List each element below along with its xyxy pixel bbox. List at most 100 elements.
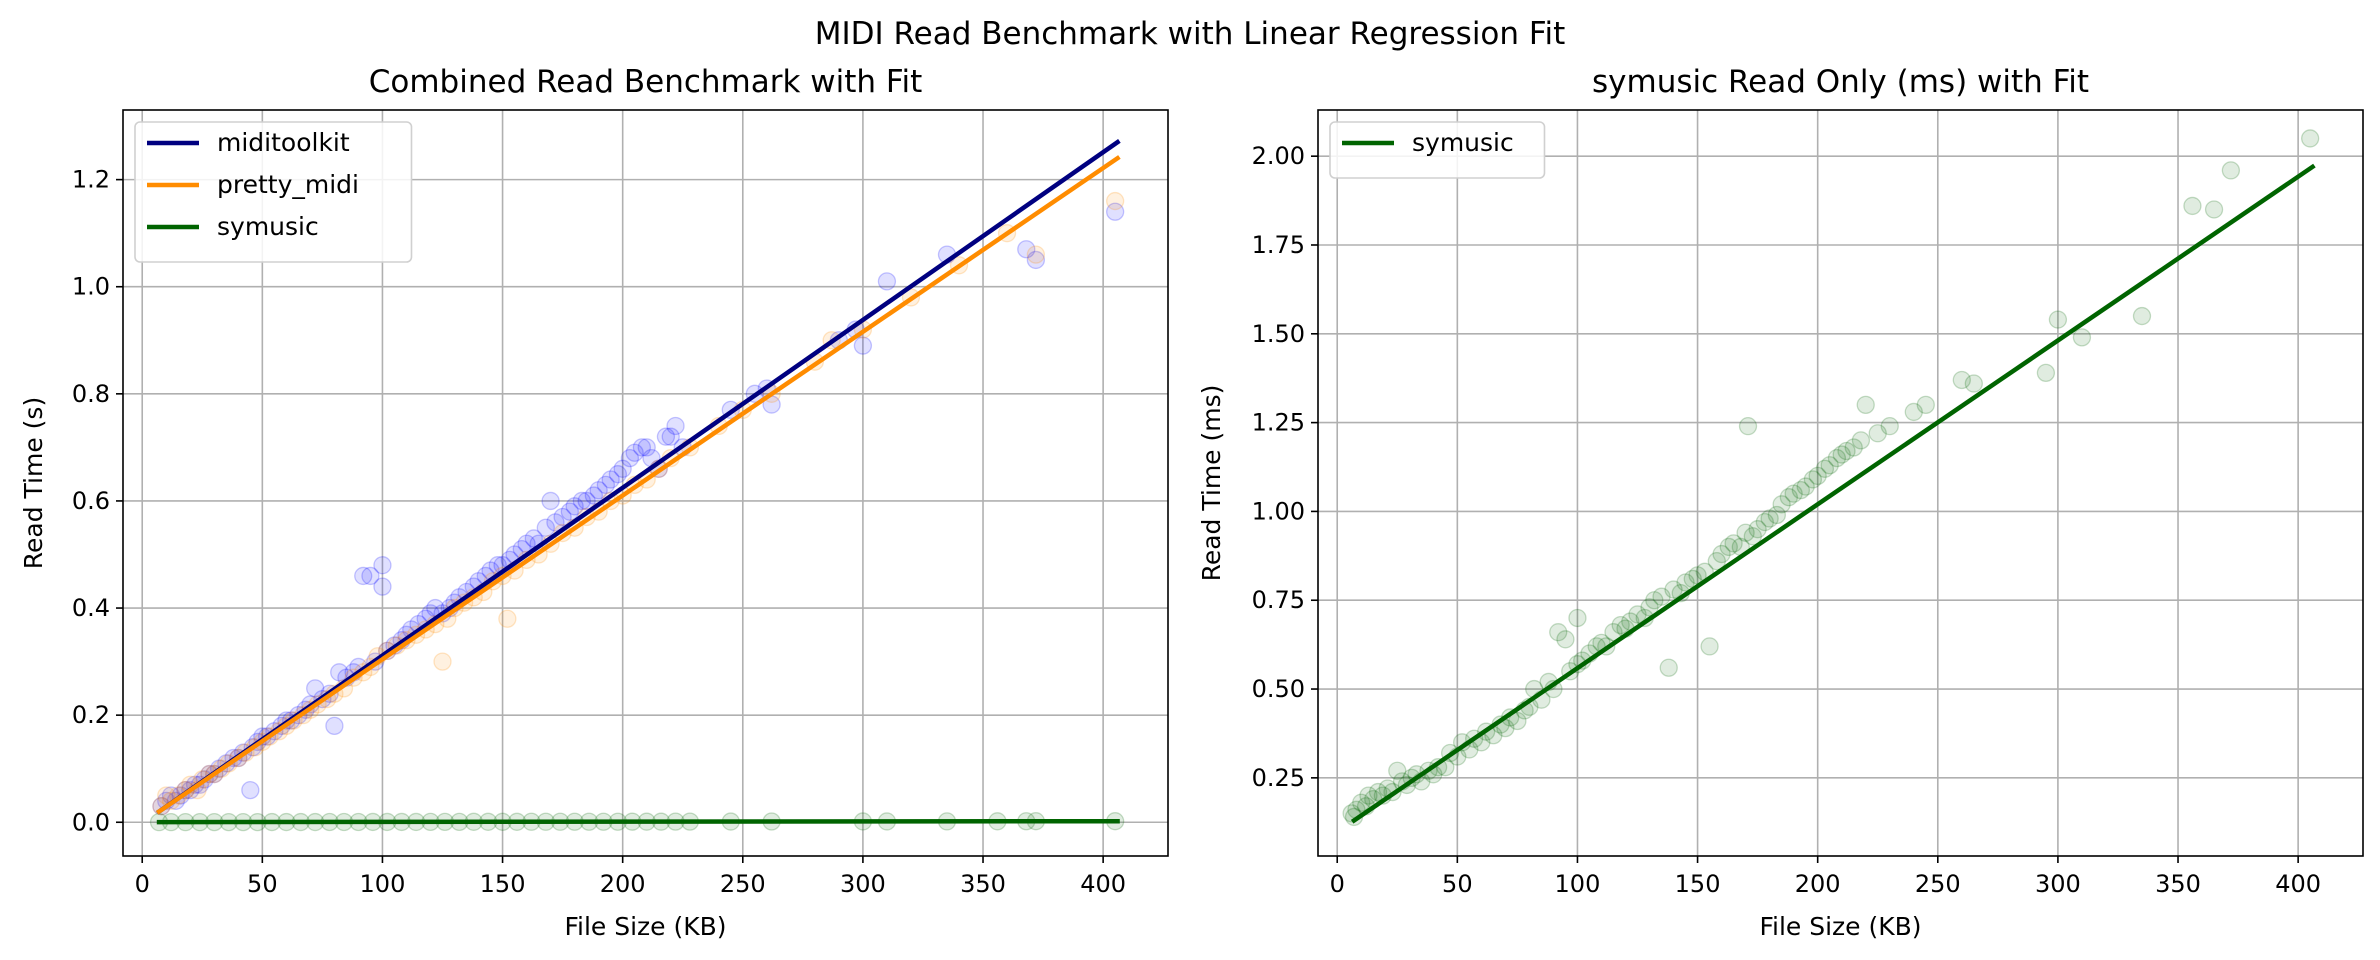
y-tick-label: 1.50: [1252, 320, 1305, 348]
y-tick-label: 1.25: [1252, 409, 1305, 437]
data-point: [1796, 477, 1815, 496]
data-point: [2048, 310, 2068, 329]
data-point: [1017, 240, 1036, 259]
y-axis-label: Read Time (s): [19, 397, 48, 569]
x-tick-label: 200: [1795, 870, 1841, 898]
data-point: [1368, 782, 1388, 802]
data-point: [1904, 402, 1923, 422]
data-point: [666, 416, 685, 436]
data-point: [565, 497, 584, 516]
x-tick-label: 150: [480, 870, 526, 898]
data-point: [1707, 552, 1726, 571]
chart-panel-combined: 0 50 100 150 200 250 300 350 400 0.0 0.2 0.4 0.6 0.8 1…: [19, 64, 1169, 941]
data-point: [1676, 573, 1695, 592]
data-point: [1359, 786, 1378, 805]
data-point: [656, 427, 676, 446]
data-point: [1652, 587, 1671, 606]
data-point: [1736, 523, 1755, 542]
data-point: [1844, 438, 1863, 457]
y-tick-label: 1.2: [72, 166, 110, 194]
x-tick-label: 0: [135, 870, 150, 898]
data-point: [1784, 484, 1803, 503]
data-point: [577, 491, 596, 511]
legend-label: miditoolkit: [217, 128, 350, 157]
data-point: [589, 481, 608, 500]
data-point: [584, 486, 604, 505]
data-point: [1352, 793, 1371, 812]
data-point: [1827, 448, 1847, 468]
data-point: [2183, 196, 2202, 216]
data-point: [1604, 623, 1623, 642]
grid: [1318, 110, 2363, 856]
x-tick-label: 400: [1080, 870, 1126, 898]
data-point: [1105, 202, 1125, 221]
data-point: [1791, 480, 1811, 500]
data-point: [1755, 512, 1774, 532]
data-point: [1628, 605, 1647, 624]
legend-label: symusic: [217, 212, 319, 241]
data-point: [572, 491, 591, 511]
data-point: [1026, 245, 1046, 264]
legend-label: symusic: [1412, 128, 1514, 157]
data-point: [1388, 761, 1407, 780]
data-point: [1803, 470, 1823, 489]
data-point: [2072, 328, 2092, 347]
data-point: [1916, 395, 1935, 414]
data-point: [1105, 191, 1125, 211]
data-point: [1700, 637, 1719, 656]
scatter-symusic: [1342, 129, 2320, 827]
plot-area: [1342, 129, 2320, 827]
data-point: [1748, 520, 1767, 539]
data-point: [2132, 306, 2152, 326]
data-point: [1779, 488, 1799, 507]
scatter-pretty_midi: [152, 191, 1125, 816]
legend: symusic: [1329, 121, 1546, 179]
data-point: [1508, 711, 1527, 731]
data-point: [361, 566, 380, 586]
y-tick-label: 0.4: [72, 594, 110, 622]
data-point: [2221, 161, 2241, 180]
data-point: [1964, 374, 1983, 393]
legend-box: [134, 121, 413, 263]
x-tick-label: 250: [720, 870, 766, 898]
data-point: [536, 518, 555, 537]
x-tick-label: 300: [840, 870, 886, 898]
data-point: [620, 448, 640, 468]
data-point: [1664, 580, 1683, 599]
x-tick-label: 350: [960, 870, 1006, 898]
x-axis-label: File Size (KB): [1759, 912, 1921, 941]
legend-box: [1329, 121, 1546, 179]
y-tick-label: 0.2: [72, 701, 110, 729]
x-tick-label: 150: [1675, 870, 1721, 898]
data-point: [637, 438, 656, 457]
data-point: [1856, 395, 1875, 414]
fit-line-symusic: [156, 818, 1120, 825]
data-point: [1659, 658, 1678, 677]
x-tick-label: 400: [2275, 870, 2321, 898]
x-tick-label: 100: [360, 870, 406, 898]
y-tick-label: 0.75: [1252, 586, 1305, 614]
data-point: [1743, 527, 1762, 546]
data-point: [1880, 417, 1899, 436]
data-point: [373, 556, 392, 575]
fit-line-pretty_midi: [155, 155, 1121, 815]
data-point: [373, 577, 392, 596]
x-tick-label: 50: [247, 870, 278, 898]
data-point: [1549, 623, 1568, 642]
data-point: [877, 272, 897, 291]
data-point: [661, 427, 680, 446]
y-tick-label: 0.50: [1252, 675, 1305, 703]
x-tick-label: 100: [1555, 870, 1601, 898]
x-tick-label: 350: [2155, 870, 2201, 898]
legend-label: pretty_midi: [217, 170, 359, 199]
x-tick-label: 300: [2035, 870, 2081, 898]
y-tick-label: 0.25: [1252, 764, 1305, 792]
plot-area: [149, 138, 1125, 832]
x-tick-label: 50: [1442, 870, 1473, 898]
chart-title: symusic Read Only (ms) with Fit: [1592, 64, 2089, 100]
data-point: [433, 652, 452, 671]
data-point: [1808, 466, 1827, 486]
data-point: [1026, 250, 1046, 270]
